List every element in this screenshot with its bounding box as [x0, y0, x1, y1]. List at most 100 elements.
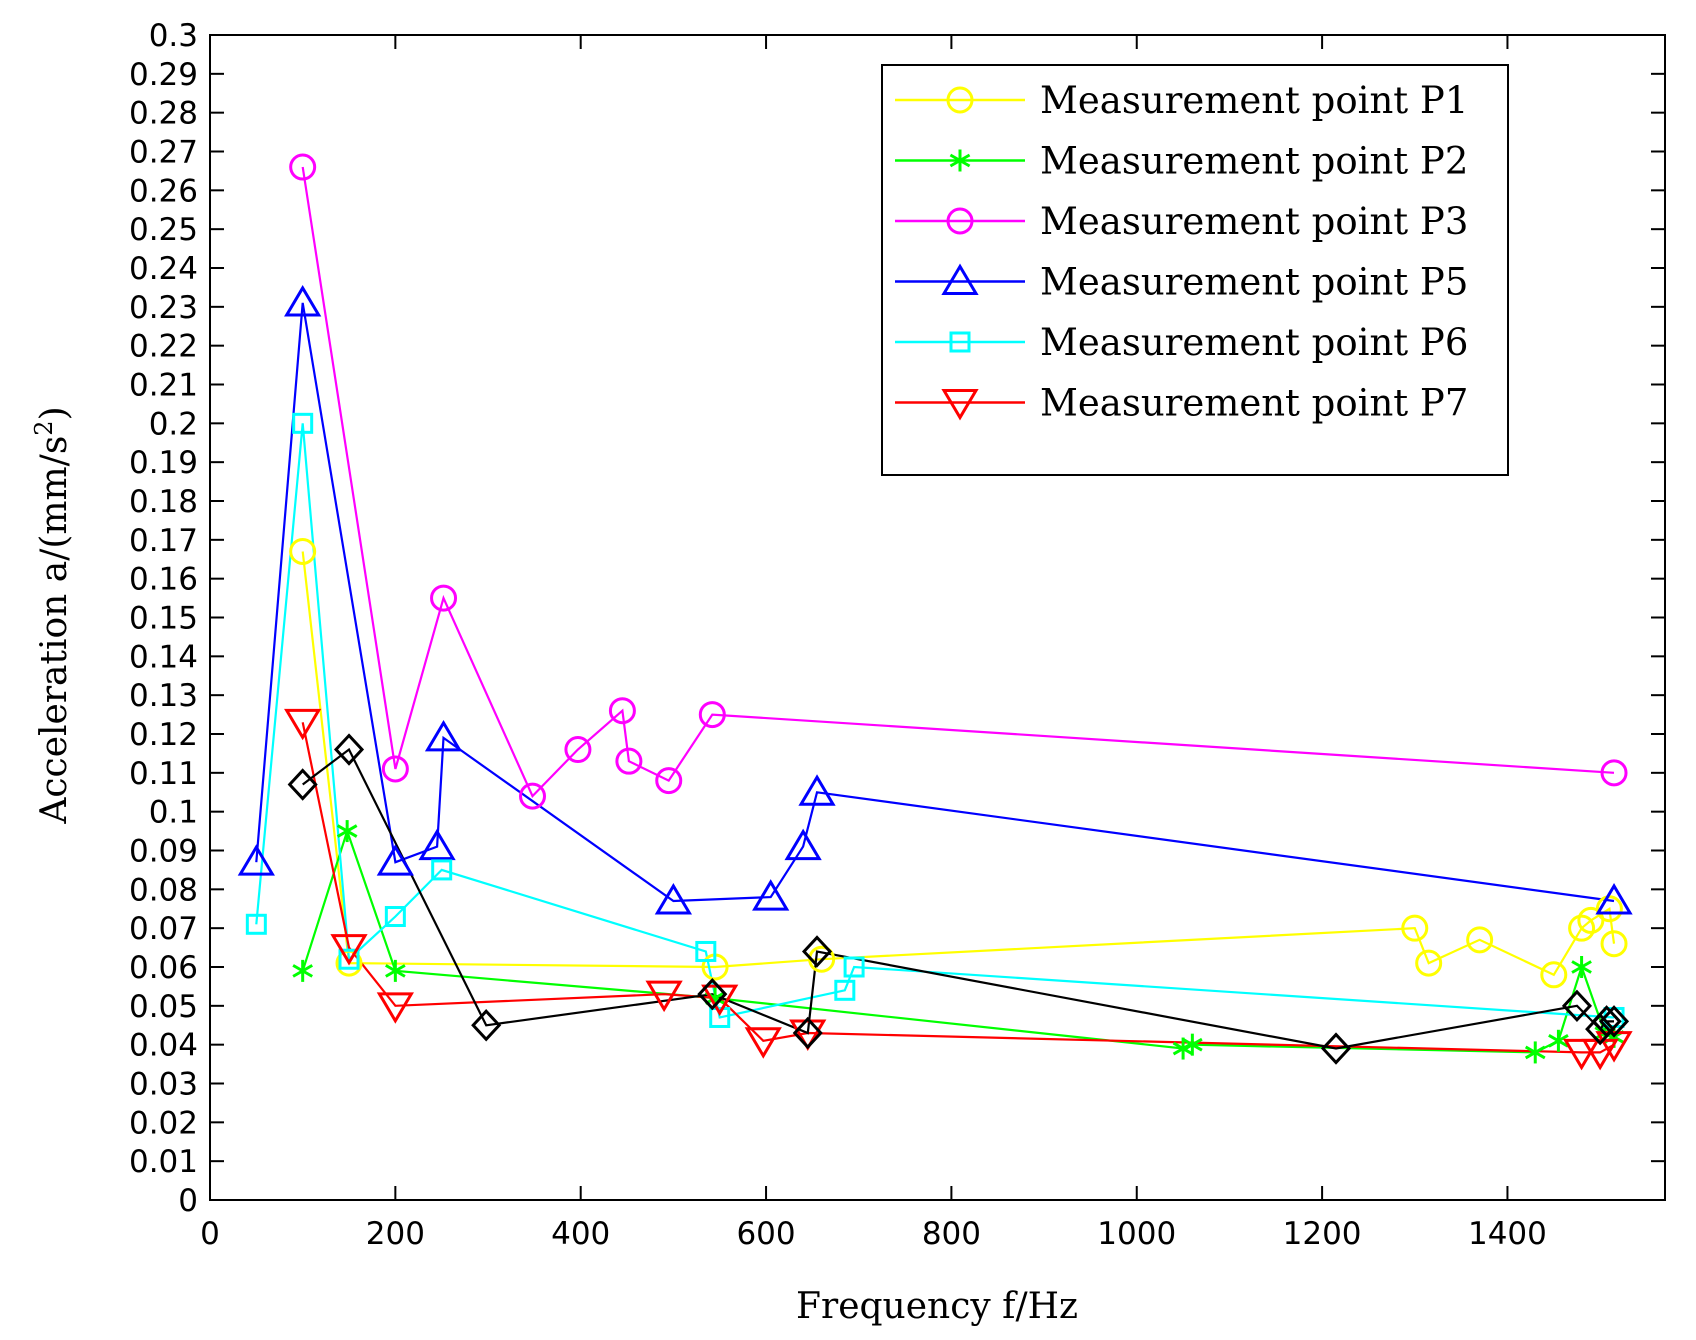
data-point [1600, 930, 1628, 958]
legend-label: Measurement point P7 [1040, 382, 1468, 425]
x-tick-label: 1200 [1283, 1216, 1362, 1252]
data-point [1540, 961, 1568, 989]
y-axis-label-prefix: Acceleration a/(mm/s [34, 436, 75, 825]
y-tick-label: 0.04 [129, 1028, 198, 1064]
y-tick-label: 0.12 [129, 717, 198, 753]
data-point [237, 844, 275, 876]
legend-marker [949, 331, 971, 353]
data-point [1591, 1005, 1622, 1038]
x-tick-label: 200 [366, 1216, 425, 1252]
data-point [698, 701, 726, 729]
y-tick-label: 0 [178, 1183, 198, 1219]
series-line-3 [255, 302, 1615, 903]
y-axis-label: Acceleration a/(mm/s2) [30, 406, 75, 824]
data-point [1585, 1012, 1616, 1046]
data-point [289, 537, 317, 565]
x-axis-label: Frequency f/Hz [796, 1286, 1078, 1327]
data-point [645, 980, 683, 1013]
data-point [519, 782, 547, 810]
y-tick-label: 0.18 [129, 484, 198, 520]
data-point [1595, 883, 1633, 915]
data-point [697, 977, 728, 1011]
y-tick-label: 0.29 [129, 57, 198, 93]
legend-marker [941, 389, 979, 421]
legend-label: Measurement point P6 [1040, 321, 1468, 364]
data-point [289, 153, 317, 181]
data-point [284, 285, 322, 317]
y-tick-label: 0.08 [129, 872, 198, 908]
data-point [333, 733, 365, 766]
x-tick-label: 1400 [1468, 1216, 1547, 1252]
y-tick-label: 0.06 [129, 950, 198, 986]
data-point [615, 747, 643, 775]
data-point [695, 940, 717, 962]
data-point [608, 697, 636, 725]
data-point [709, 1006, 731, 1028]
y-tick-label: 0.27 [129, 135, 198, 171]
plot-frame [209, 34, 1666, 1201]
y-tick-label: 0.26 [129, 173, 198, 209]
data-point [801, 935, 833, 968]
y-tick-label: 0.13 [129, 678, 198, 714]
data-point [752, 879, 790, 911]
data-point [385, 959, 406, 982]
data-point [336, 820, 358, 843]
legend-label: Measurement point P5 [1040, 261, 1468, 304]
data-point [784, 828, 822, 861]
data-point [564, 736, 592, 764]
legend-label: Measurement point P1 [1040, 79, 1468, 122]
data-point [287, 768, 318, 801]
data-point [1320, 1032, 1352, 1065]
y-tick-label: 0.07 [129, 911, 198, 947]
y-axis-label-superscript: 2 [30, 420, 58, 435]
data-point [798, 774, 836, 806]
data-point [430, 584, 458, 612]
data-point [1415, 949, 1443, 977]
y-tick-label: 0.03 [129, 1067, 198, 1103]
legend: Measurement point P1 Measurement point P2… [881, 64, 1509, 476]
data-point [1595, 895, 1623, 923]
x-tick-label: 0 [200, 1216, 220, 1252]
data-point [792, 1016, 823, 1050]
data-point [1595, 1031, 1633, 1063]
data-point [431, 859, 453, 881]
y-tick-label: 0.3 [149, 18, 198, 54]
legend-marker [941, 263, 979, 295]
series-markers [237, 153, 1633, 1071]
data-point [834, 979, 856, 1001]
data-point [381, 755, 409, 783]
y-tick-label: 0.23 [129, 290, 198, 326]
legend-marker [946, 207, 974, 235]
data-point [292, 959, 313, 982]
data-point [1524, 1041, 1546, 1064]
y-tick-label: 0.1 [149, 795, 198, 831]
data-point [654, 883, 693, 915]
y-tick-label: 0.05 [129, 989, 198, 1025]
y-tick-label: 0.2 [149, 406, 198, 442]
y-tick-label: 0.16 [129, 562, 198, 598]
x-tick-label: 400 [551, 1216, 610, 1252]
data-point [1182, 1033, 1203, 1056]
y-tick-label: 0.22 [129, 329, 198, 365]
y-tick-label: 0.21 [129, 368, 198, 404]
data-point [1401, 914, 1429, 942]
y-tick-label: 0.09 [129, 834, 198, 870]
data-point [1600, 759, 1628, 787]
data-point [1561, 989, 1593, 1023]
y-tick-label: 0.19 [129, 445, 198, 481]
y-tick-label: 0.14 [129, 639, 198, 675]
data-point [376, 844, 414, 876]
data-point [1571, 956, 1592, 978]
y-axis-label-suffix: ) [34, 406, 75, 420]
x-tick-label: 800 [922, 1216, 981, 1252]
legend-marker [949, 149, 971, 172]
data-point [1548, 1029, 1569, 1052]
data-point [376, 992, 414, 1024]
data-point [1598, 1005, 1630, 1038]
y-tick-label: 0.17 [129, 523, 198, 559]
series-line-4 [255, 423, 1615, 1019]
y-tick-label: 0.28 [129, 96, 198, 132]
legend-label: Measurement point P3 [1040, 200, 1468, 243]
data-point [471, 1009, 502, 1042]
